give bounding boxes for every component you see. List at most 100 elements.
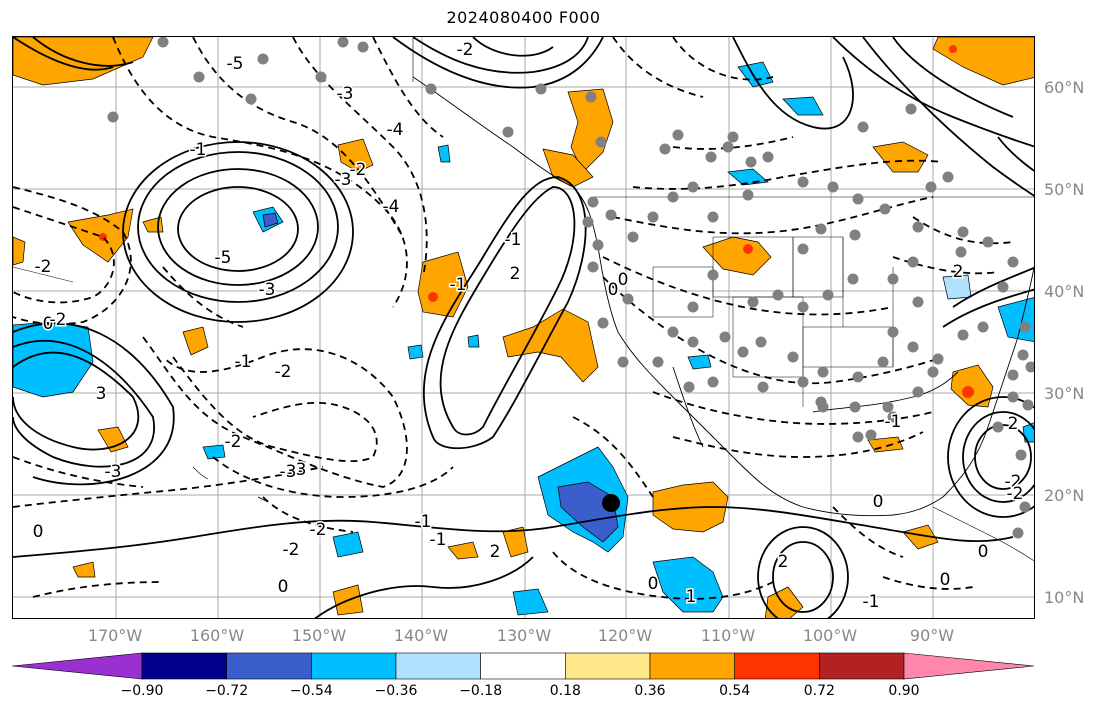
observation-station-dot — [597, 317, 609, 329]
observation-station-dot — [912, 386, 924, 398]
observation-station-dot — [757, 381, 769, 393]
contour-value-label: -2 — [1007, 484, 1024, 504]
observation-station-dot — [687, 336, 699, 348]
observation-station-dot — [852, 193, 864, 205]
lon-label-150w: 150°W — [291, 626, 347, 645]
observation-station-dot — [849, 229, 861, 241]
contour-value-label: 2 — [1008, 414, 1019, 434]
observation-station-dot — [927, 366, 939, 378]
colorbar-tick-label: −0.72 — [205, 683, 249, 699]
lon-label-130w: 130°W — [496, 626, 552, 645]
negative-anomaly-fill — [13, 61, 1034, 616]
contour-value-label: -2 — [50, 310, 67, 330]
observation-station-dot — [667, 326, 679, 338]
storm-center-marker[interactable] — [602, 494, 620, 512]
observation-station-dot — [587, 261, 599, 273]
observation-station-dot — [1007, 369, 1019, 381]
observation-station-dot — [992, 421, 1004, 433]
observation-station-dot — [627, 231, 639, 243]
colorbar-segment — [819, 652, 905, 680]
observation-station-dot — [257, 53, 269, 65]
observation-station-dot — [932, 353, 944, 365]
observation-station-dot — [587, 196, 599, 208]
observation-station-dot — [797, 301, 809, 313]
observation-station-dot — [955, 246, 967, 258]
colorbar-tick-label: −0.18 — [459, 683, 503, 699]
observation-station-dot — [1007, 391, 1019, 403]
contour-value-label: -1 — [505, 230, 522, 250]
contour-value-label: 0 — [33, 522, 44, 542]
observation-station-dot — [1017, 349, 1029, 361]
contour-value-label: -1 — [415, 512, 432, 532]
observation-station-dot — [719, 331, 731, 343]
observation-station-dot — [942, 171, 954, 183]
colorbar-tick-label: −0.90 — [120, 683, 164, 699]
observation-station-dot — [193, 71, 205, 83]
observation-station-dot — [1015, 449, 1027, 461]
observation-station-dot — [1007, 256, 1019, 268]
observation-station-dot — [977, 321, 989, 333]
contour-value-label: -5 — [227, 54, 244, 74]
observation-station-dot — [879, 203, 891, 215]
observation-station-dot — [925, 181, 937, 193]
observation-station-dot — [747, 296, 759, 308]
observation-station-dot — [742, 189, 754, 201]
colorbar-tick-label: 0.90 — [888, 683, 920, 699]
contour-value-label: 1 — [686, 587, 697, 607]
lon-label-100w: 100°W — [802, 626, 858, 645]
observation-station-dot — [827, 181, 839, 193]
observation-station-dot — [762, 151, 774, 163]
colorbar-segment — [649, 652, 735, 680]
observation-station-dot — [887, 326, 899, 338]
contour-value-label: -4 — [387, 120, 404, 140]
observation-station-dot — [157, 37, 169, 48]
observation-station-dot — [755, 336, 767, 348]
observation-station-dot — [672, 129, 684, 141]
colorbar — [11, 652, 1035, 680]
observation-station-dot — [582, 216, 594, 228]
colorbar-tick-label: 0.54 — [719, 683, 751, 699]
colorbar-tick-label: 0.18 — [549, 683, 581, 699]
contour-value-label: -2 — [225, 432, 242, 452]
contour-value-label: -3 — [290, 460, 307, 480]
observation-station-dot — [997, 281, 1009, 293]
lat-label-60n: 60°N — [1044, 78, 1085, 97]
colorbar-segment — [734, 652, 820, 680]
observation-station-dot — [622, 293, 634, 305]
colorbar-segment — [311, 652, 397, 680]
contour-value-label: 0 — [978, 542, 989, 562]
contour-value-label: 0 — [648, 574, 659, 594]
lon-label-160w: 160°W — [189, 626, 245, 645]
observation-station-dot — [787, 351, 799, 363]
observation-station-dot — [617, 356, 629, 368]
map-panel[interactable]: -5 -3 -4 -3 -2 -1 -4 -5 -3 -1 0 2 3 0 -1 -2 -3 -2 0 -1 -2 0 -2… — [12, 36, 1035, 619]
observation-station-dot — [687, 181, 699, 193]
observation-station-dot — [595, 136, 607, 148]
observation-station-dot — [797, 376, 809, 388]
contour-value-label: 0 — [940, 570, 951, 590]
contour-value-label: 0 — [43, 314, 54, 334]
contour-value-label: 0 — [873, 492, 884, 512]
observation-station-dot — [722, 141, 734, 153]
contour-value-label: -3 — [280, 462, 297, 482]
observation-station-dot — [683, 381, 695, 393]
observation-station-dot — [1019, 321, 1031, 333]
contour-value-label: -4 — [383, 197, 400, 217]
observation-station-dot — [852, 431, 864, 443]
lat-label-50n: 50°N — [1044, 180, 1085, 199]
lat-label-30n: 30°N — [1044, 384, 1085, 403]
observation-station-dot — [337, 37, 349, 48]
observation-station-dot — [667, 191, 679, 203]
observation-station-dot — [772, 289, 784, 301]
contour-value-label: -1 — [450, 275, 467, 295]
observation-station-dot — [907, 341, 919, 353]
colorbar-segment — [565, 652, 651, 680]
contour-value-label: -2 — [275, 362, 292, 382]
contour-value-label: -3 — [335, 170, 352, 190]
contour-value-label: 2 — [490, 542, 501, 562]
observation-station-dot — [425, 83, 437, 95]
contour-value-label: -1 — [235, 352, 252, 372]
contour-value-label: -3 — [337, 84, 354, 104]
